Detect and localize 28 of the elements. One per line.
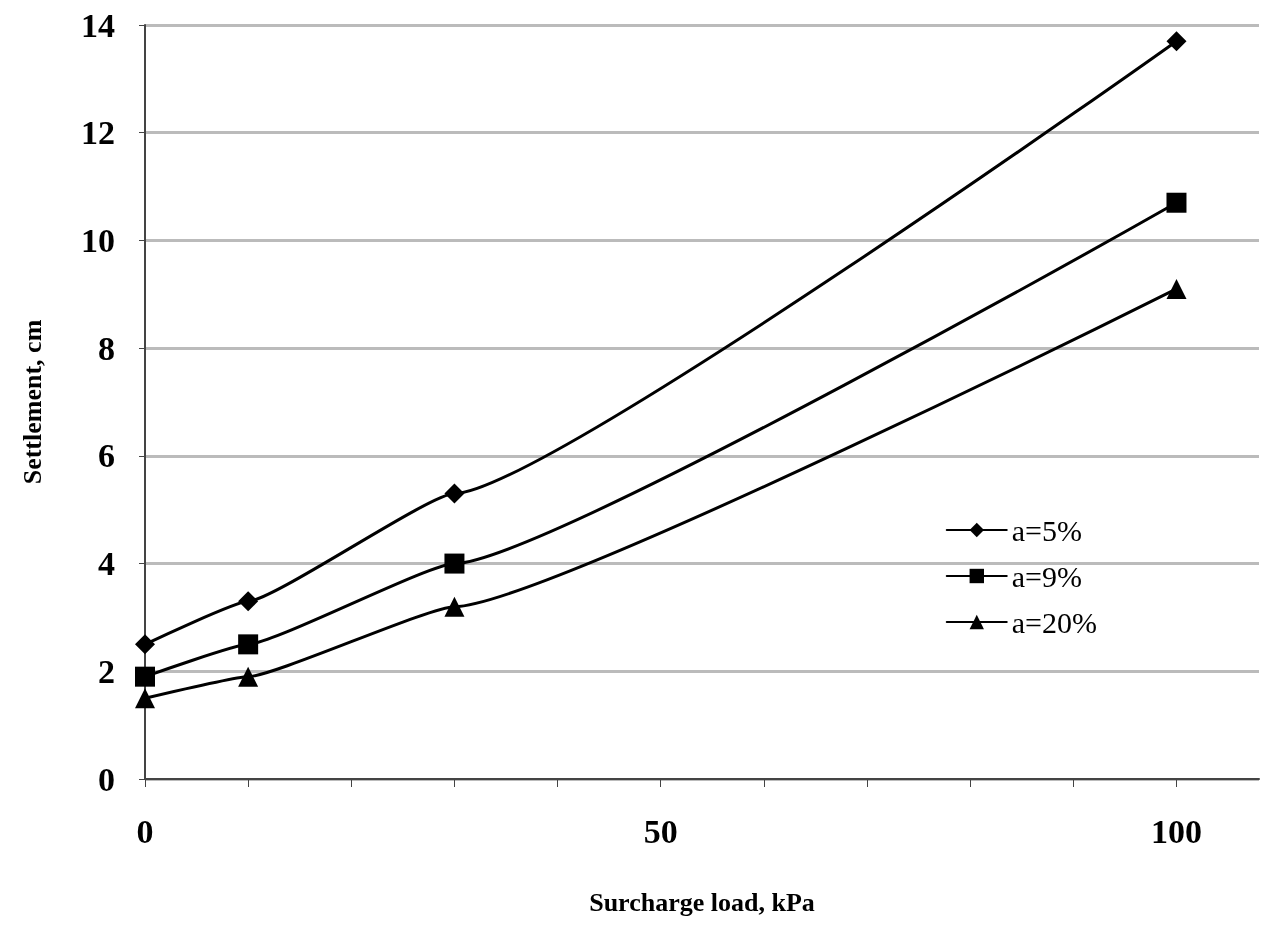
point <box>1166 31 1187 52</box>
y-tick-label: 8 <box>98 329 115 367</box>
point <box>238 634 259 655</box>
x-axis-title: Surcharge load, kPa <box>589 887 815 917</box>
x-tick-label: 100 <box>1150 812 1202 850</box>
point <box>1166 278 1187 299</box>
y-tick-label: 6 <box>98 437 115 475</box>
point <box>135 634 155 655</box>
point <box>1166 192 1187 213</box>
legend-label: a=9% <box>1011 559 1083 593</box>
point <box>238 666 259 687</box>
y-tick-label: 0 <box>98 760 115 798</box>
point <box>238 591 259 612</box>
y-tick-label: 14 <box>81 6 115 44</box>
y-tick-label: 10 <box>81 221 115 259</box>
legend-label: a=20% <box>1011 605 1098 639</box>
point <box>444 596 465 617</box>
x-tick-label: 0 <box>136 812 154 850</box>
point <box>135 688 155 709</box>
point <box>444 483 465 504</box>
y-tick-label: 2 <box>98 652 115 690</box>
point <box>444 553 465 574</box>
y-axis-title: Settlement, cm <box>17 319 47 485</box>
point <box>135 666 155 687</box>
y-tick-label: 4 <box>98 545 115 583</box>
x-tick-label: 50 <box>643 812 678 850</box>
legend-label: a=5% <box>1011 513 1083 547</box>
y-tick-label: 12 <box>81 114 115 152</box>
